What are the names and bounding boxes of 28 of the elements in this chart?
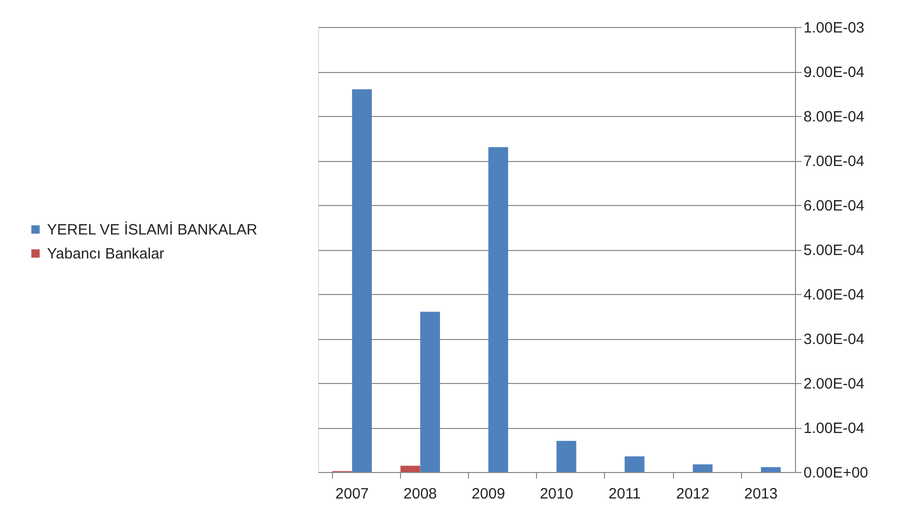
bar: [624, 456, 644, 472]
bar: [760, 467, 781, 472]
y-tick-label: 8.00E-04: [804, 108, 864, 126]
y-tick-label: 1.00E-04: [804, 420, 864, 437]
x-tick-label: 2009: [472, 486, 506, 502]
legend-label: Yabancı Bankalar: [47, 246, 164, 262]
y-tick-label: 9.00E-04: [804, 64, 864, 81]
y-tick-label: 6.00E-04: [804, 198, 864, 214]
bar: [692, 464, 713, 472]
bar: [400, 466, 420, 472]
y-tick-label: 5.00E-04: [804, 242, 864, 259]
bar: [556, 440, 576, 472]
bar: [488, 147, 508, 472]
x-tick-label: 2007: [335, 486, 369, 502]
x-tick-label: 2008: [404, 486, 437, 502]
y-tick-label: 4.00E-04: [804, 286, 864, 304]
y-tick-label: 1.00E-03: [804, 20, 864, 36]
legend-label: YEREL VE İSLAMİ BANKALAR: [47, 220, 258, 238]
x-tick-label: 2012: [676, 486, 710, 502]
bar: [352, 89, 372, 472]
y-tick-label: 7.00E-04: [804, 153, 864, 170]
x-tick-label: 2010: [540, 486, 574, 502]
y-tick-label: 3.00E-04: [804, 331, 864, 348]
bar: [420, 312, 440, 472]
x-tick-label: 2011: [608, 486, 641, 502]
y-tick-label: 2.00E-04: [804, 376, 864, 392]
y-tick-label: 0.00E+00: [804, 464, 868, 482]
x-tick-label: 2013: [744, 486, 778, 502]
